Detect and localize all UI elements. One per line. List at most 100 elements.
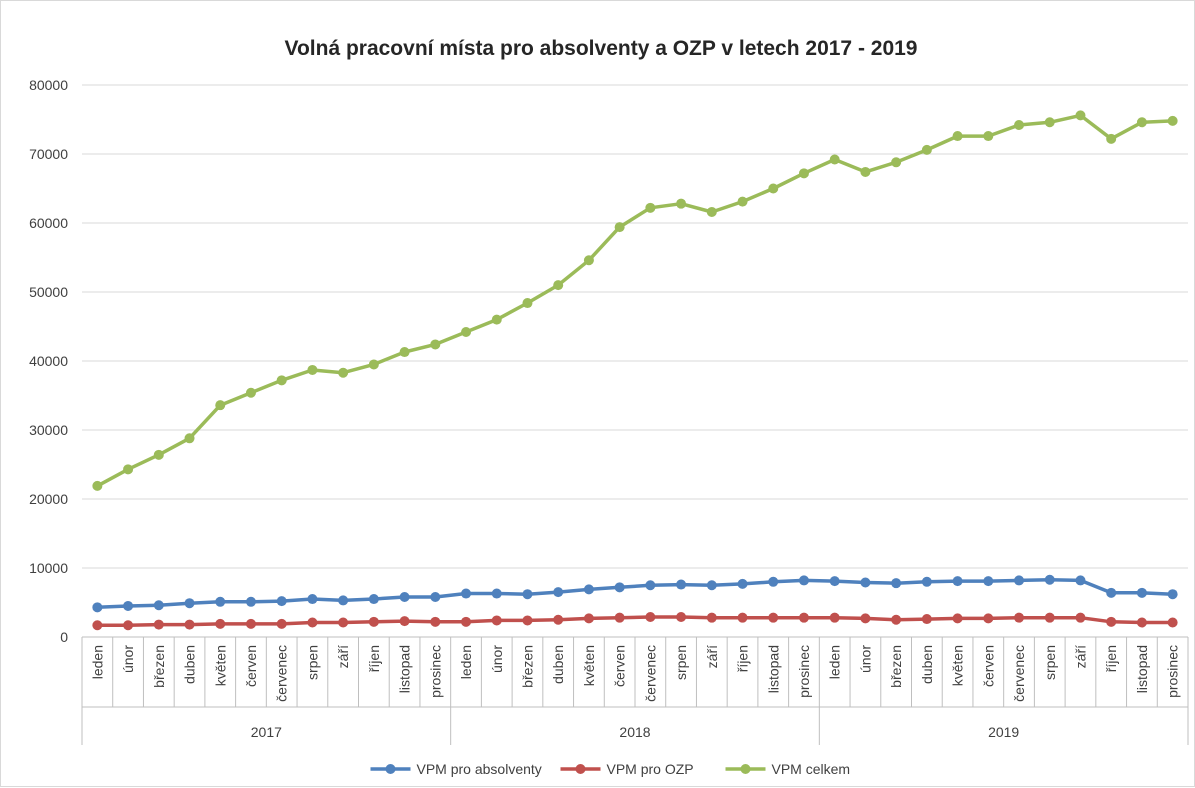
data-point — [153, 619, 164, 630]
x-tick-label: leden — [458, 645, 474, 679]
x-tick-label: říjen — [1103, 645, 1119, 672]
data-point — [1167, 115, 1178, 126]
data-point — [245, 596, 256, 607]
data-point — [1136, 617, 1147, 628]
data-point — [553, 614, 564, 625]
data-point — [491, 615, 502, 626]
data-point — [1075, 575, 1086, 586]
data-point — [215, 618, 226, 629]
x-tick-label: červenec — [274, 645, 290, 702]
x-tick-label: červenec — [1011, 645, 1027, 702]
x-tick-label: únor — [489, 645, 505, 673]
x-tick-label: říjen — [366, 645, 382, 672]
data-point — [1106, 133, 1117, 144]
y-tick-label: 40000 — [29, 353, 68, 369]
data-point — [1136, 587, 1147, 598]
series-line — [97, 577, 1173, 610]
x-tick-label: červen — [980, 645, 996, 687]
data-point — [307, 617, 318, 628]
x-tick-label: červen — [612, 645, 628, 687]
year-label: 2018 — [619, 724, 650, 740]
legend-swatch-marker — [385, 764, 396, 774]
x-tick-label: květen — [950, 645, 966, 686]
legend-label: VPM celkem — [772, 761, 851, 777]
x-tick-label: listopad — [765, 645, 781, 693]
data-point — [1106, 587, 1117, 598]
data-point — [307, 364, 318, 375]
data-point — [798, 575, 809, 586]
data-point — [430, 339, 441, 350]
data-point — [1044, 612, 1055, 623]
x-tick-label: červenec — [642, 645, 658, 702]
x-tick-label: březen — [151, 645, 167, 688]
data-point — [368, 594, 379, 605]
x-tick-label: listopad — [397, 645, 413, 693]
data-point — [645, 580, 656, 591]
x-tick-label: prosinec — [427, 645, 443, 698]
data-point — [153, 600, 164, 611]
y-axis: 0 10000 20000 30000 40000 50000 60000 70000 8000… — [29, 77, 68, 645]
data-point — [983, 613, 994, 624]
data-point — [522, 615, 533, 626]
data-point — [522, 298, 533, 309]
x-tick-label: duben — [919, 645, 935, 684]
data-point — [215, 400, 226, 411]
data-point — [553, 280, 564, 291]
legend-label: VPM pro OZP — [607, 761, 694, 777]
data-point — [737, 612, 748, 623]
x-axis: leden únor březen duben květen červen červenec… — [81, 636, 1189, 745]
data-point — [768, 183, 779, 194]
data-point — [184, 433, 195, 444]
legend-swatch-marker — [740, 764, 751, 774]
data-point — [461, 616, 472, 627]
data-point — [706, 580, 717, 591]
data-point — [891, 157, 902, 168]
data-point — [891, 614, 902, 625]
data-point — [123, 620, 134, 631]
x-tick-label: září — [335, 645, 351, 668]
x-tick-label: září — [704, 645, 720, 668]
data-point — [645, 611, 656, 622]
data-point — [1014, 612, 1025, 623]
data-point — [921, 614, 932, 625]
data-point — [245, 387, 256, 398]
x-tick-label: prosinec — [796, 645, 812, 698]
data-point — [184, 619, 195, 630]
data-point — [1044, 117, 1055, 128]
x-tick-label: duben — [182, 645, 198, 684]
data-point — [1106, 616, 1117, 627]
data-point — [737, 578, 748, 589]
data-point — [430, 591, 441, 602]
x-tick-label: únor — [857, 645, 873, 673]
data-point — [1136, 117, 1147, 128]
data-point — [368, 359, 379, 370]
data-point — [676, 611, 687, 622]
data-point — [798, 168, 809, 179]
data-point — [983, 576, 994, 587]
data-point — [1075, 110, 1086, 121]
x-tick-label: duben — [550, 645, 566, 684]
y-tick-label: 70000 — [29, 146, 68, 162]
data-point — [338, 595, 349, 606]
data-point — [983, 131, 994, 142]
data-point — [1167, 589, 1178, 600]
x-tick-label: prosinec — [1165, 645, 1181, 698]
data-point — [706, 612, 717, 623]
data-point — [952, 576, 963, 587]
x-tick-label: květen — [581, 645, 597, 686]
data-point — [123, 600, 134, 611]
y-tick-label: 30000 — [29, 422, 68, 438]
y-tick-label: 10000 — [29, 560, 68, 576]
data-point — [307, 594, 318, 605]
year-label: 2017 — [251, 724, 282, 740]
data-point — [583, 613, 594, 624]
x-tick-label: únor — [120, 645, 136, 673]
y-tick-label: 80000 — [29, 77, 68, 93]
data-point — [399, 347, 410, 358]
data-point — [676, 198, 687, 209]
x-tick-label: srpen — [1042, 645, 1058, 680]
data-point — [583, 255, 594, 266]
data-point — [921, 144, 932, 155]
data-point — [768, 576, 779, 587]
